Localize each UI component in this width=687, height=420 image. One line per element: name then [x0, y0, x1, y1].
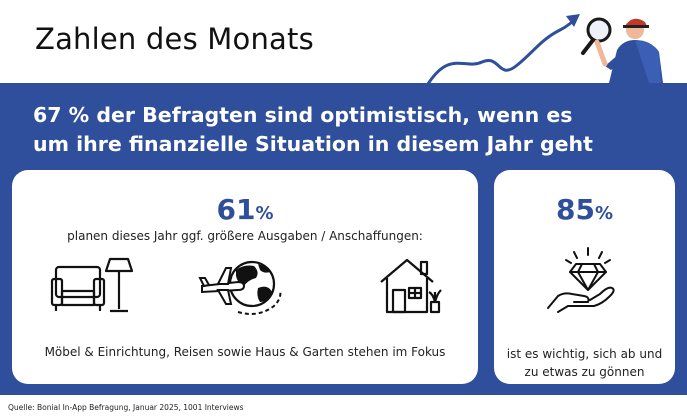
stat-value: 85% [494, 193, 675, 226]
stat-card-spending: 61% planen dieses Jahr ggf. größere Ausg… [12, 170, 478, 384]
stat-footer: Möbel & Einrichtung, Reisen sowie Haus &… [44, 345, 446, 359]
stat-value: 61% [12, 193, 478, 226]
stat-footer-line-2: zu etwas zu gönnen [524, 365, 645, 379]
stat-unit: % [255, 203, 274, 224]
person-magnifier-illustration [581, 17, 663, 83]
stat-card-treat: 85% ist es wichtig, sich ab und zu etwas… [494, 170, 675, 384]
house-plant-icon [380, 258, 442, 314]
stat-unit: % [594, 203, 613, 224]
headline: 67 % der Befragten sind optimistisch, we… [33, 101, 673, 159]
stat-footer-line-1: ist es wichtig, sich ab und [506, 347, 663, 361]
stat-subtitle: planen dieses Jahr ggf. größere Ausgaben… [67, 229, 423, 243]
headline-line-1: 67 % der Befragten sind optimistisch, we… [33, 103, 573, 127]
stat-footer: ist es wichtig, sich ab und zu etwas zu … [494, 345, 675, 381]
source-note: Quelle: Bonial In-App Befragung, Januar … [8, 403, 244, 412]
stat-number: 85 [555, 193, 595, 226]
trend-arrow-illustration [426, 14, 580, 86]
globe-airplane-icon [198, 260, 282, 315]
page-title: Zahlen des Monats [35, 22, 314, 56]
armchair-lamp-icon [50, 257, 134, 313]
stat-number: 61 [216, 193, 256, 226]
headline-line-2: um ihre finanzielle Situation in diesem … [33, 132, 593, 156]
diamond-hand-icon [547, 247, 615, 313]
